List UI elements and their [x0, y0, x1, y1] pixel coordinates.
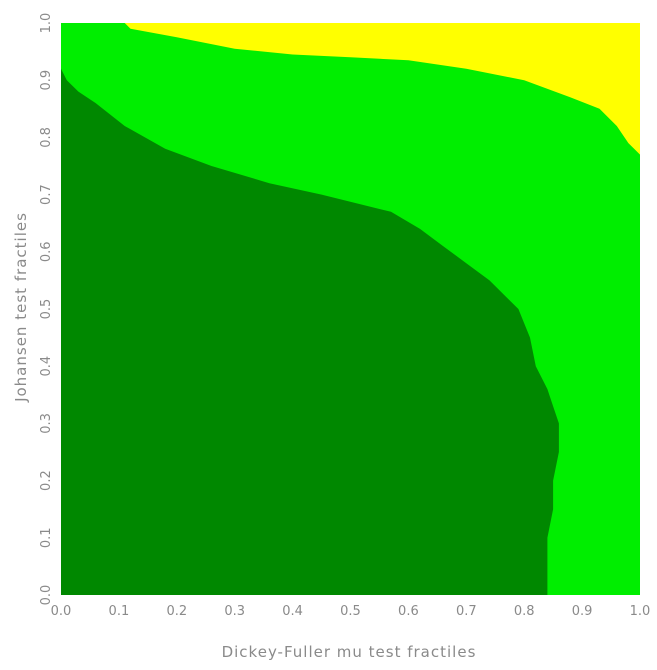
x-tick-label: 0.0: [51, 604, 72, 619]
y-tick-label: 0.2: [39, 470, 54, 491]
y-tick-label: 0.0: [39, 585, 54, 606]
y-axis-title: Johansen test fractiles: [12, 212, 30, 403]
y-tick-label: 0.3: [39, 413, 54, 434]
plot-area: [61, 23, 640, 596]
x-tick-label: 0.4: [282, 604, 303, 619]
x-tick-label: 0.3: [224, 604, 245, 619]
x-axis-title: Dickey-Fuller mu test fractiles: [222, 643, 477, 661]
y-tick-label: 0.6: [39, 241, 54, 262]
y-tick-label: 0.9: [39, 70, 54, 91]
axes: 0.0 0.1 0.2 0.3 0.4 0.5 0.6 0.7 0.8 0.9 1.0 0.0 0.1 0…: [39, 13, 650, 619]
y-tick-label: 0.1: [39, 527, 54, 548]
region-dark-green: [61, 68, 559, 596]
x-tick-label: 0.5: [340, 604, 361, 619]
x-tick-label: 0.9: [572, 604, 593, 619]
x-tick-label: 0.6: [398, 604, 419, 619]
x-tick-label: 0.7: [456, 604, 477, 619]
y-tick-label: 0.8: [39, 127, 54, 148]
x-tick-label: 1.0: [630, 604, 651, 619]
y-tick-label: 0.4: [39, 356, 54, 377]
x-tick-label: 0.2: [166, 604, 187, 619]
region-yellow: [61, 23, 640, 155]
x-tick-label: 0.1: [109, 604, 130, 619]
y-tick-label: 0.5: [39, 299, 54, 320]
y-tick-label: 0.7: [39, 184, 54, 205]
x-tick-label: 0.8: [514, 604, 535, 619]
y-tick-label: 1.0: [39, 13, 54, 34]
